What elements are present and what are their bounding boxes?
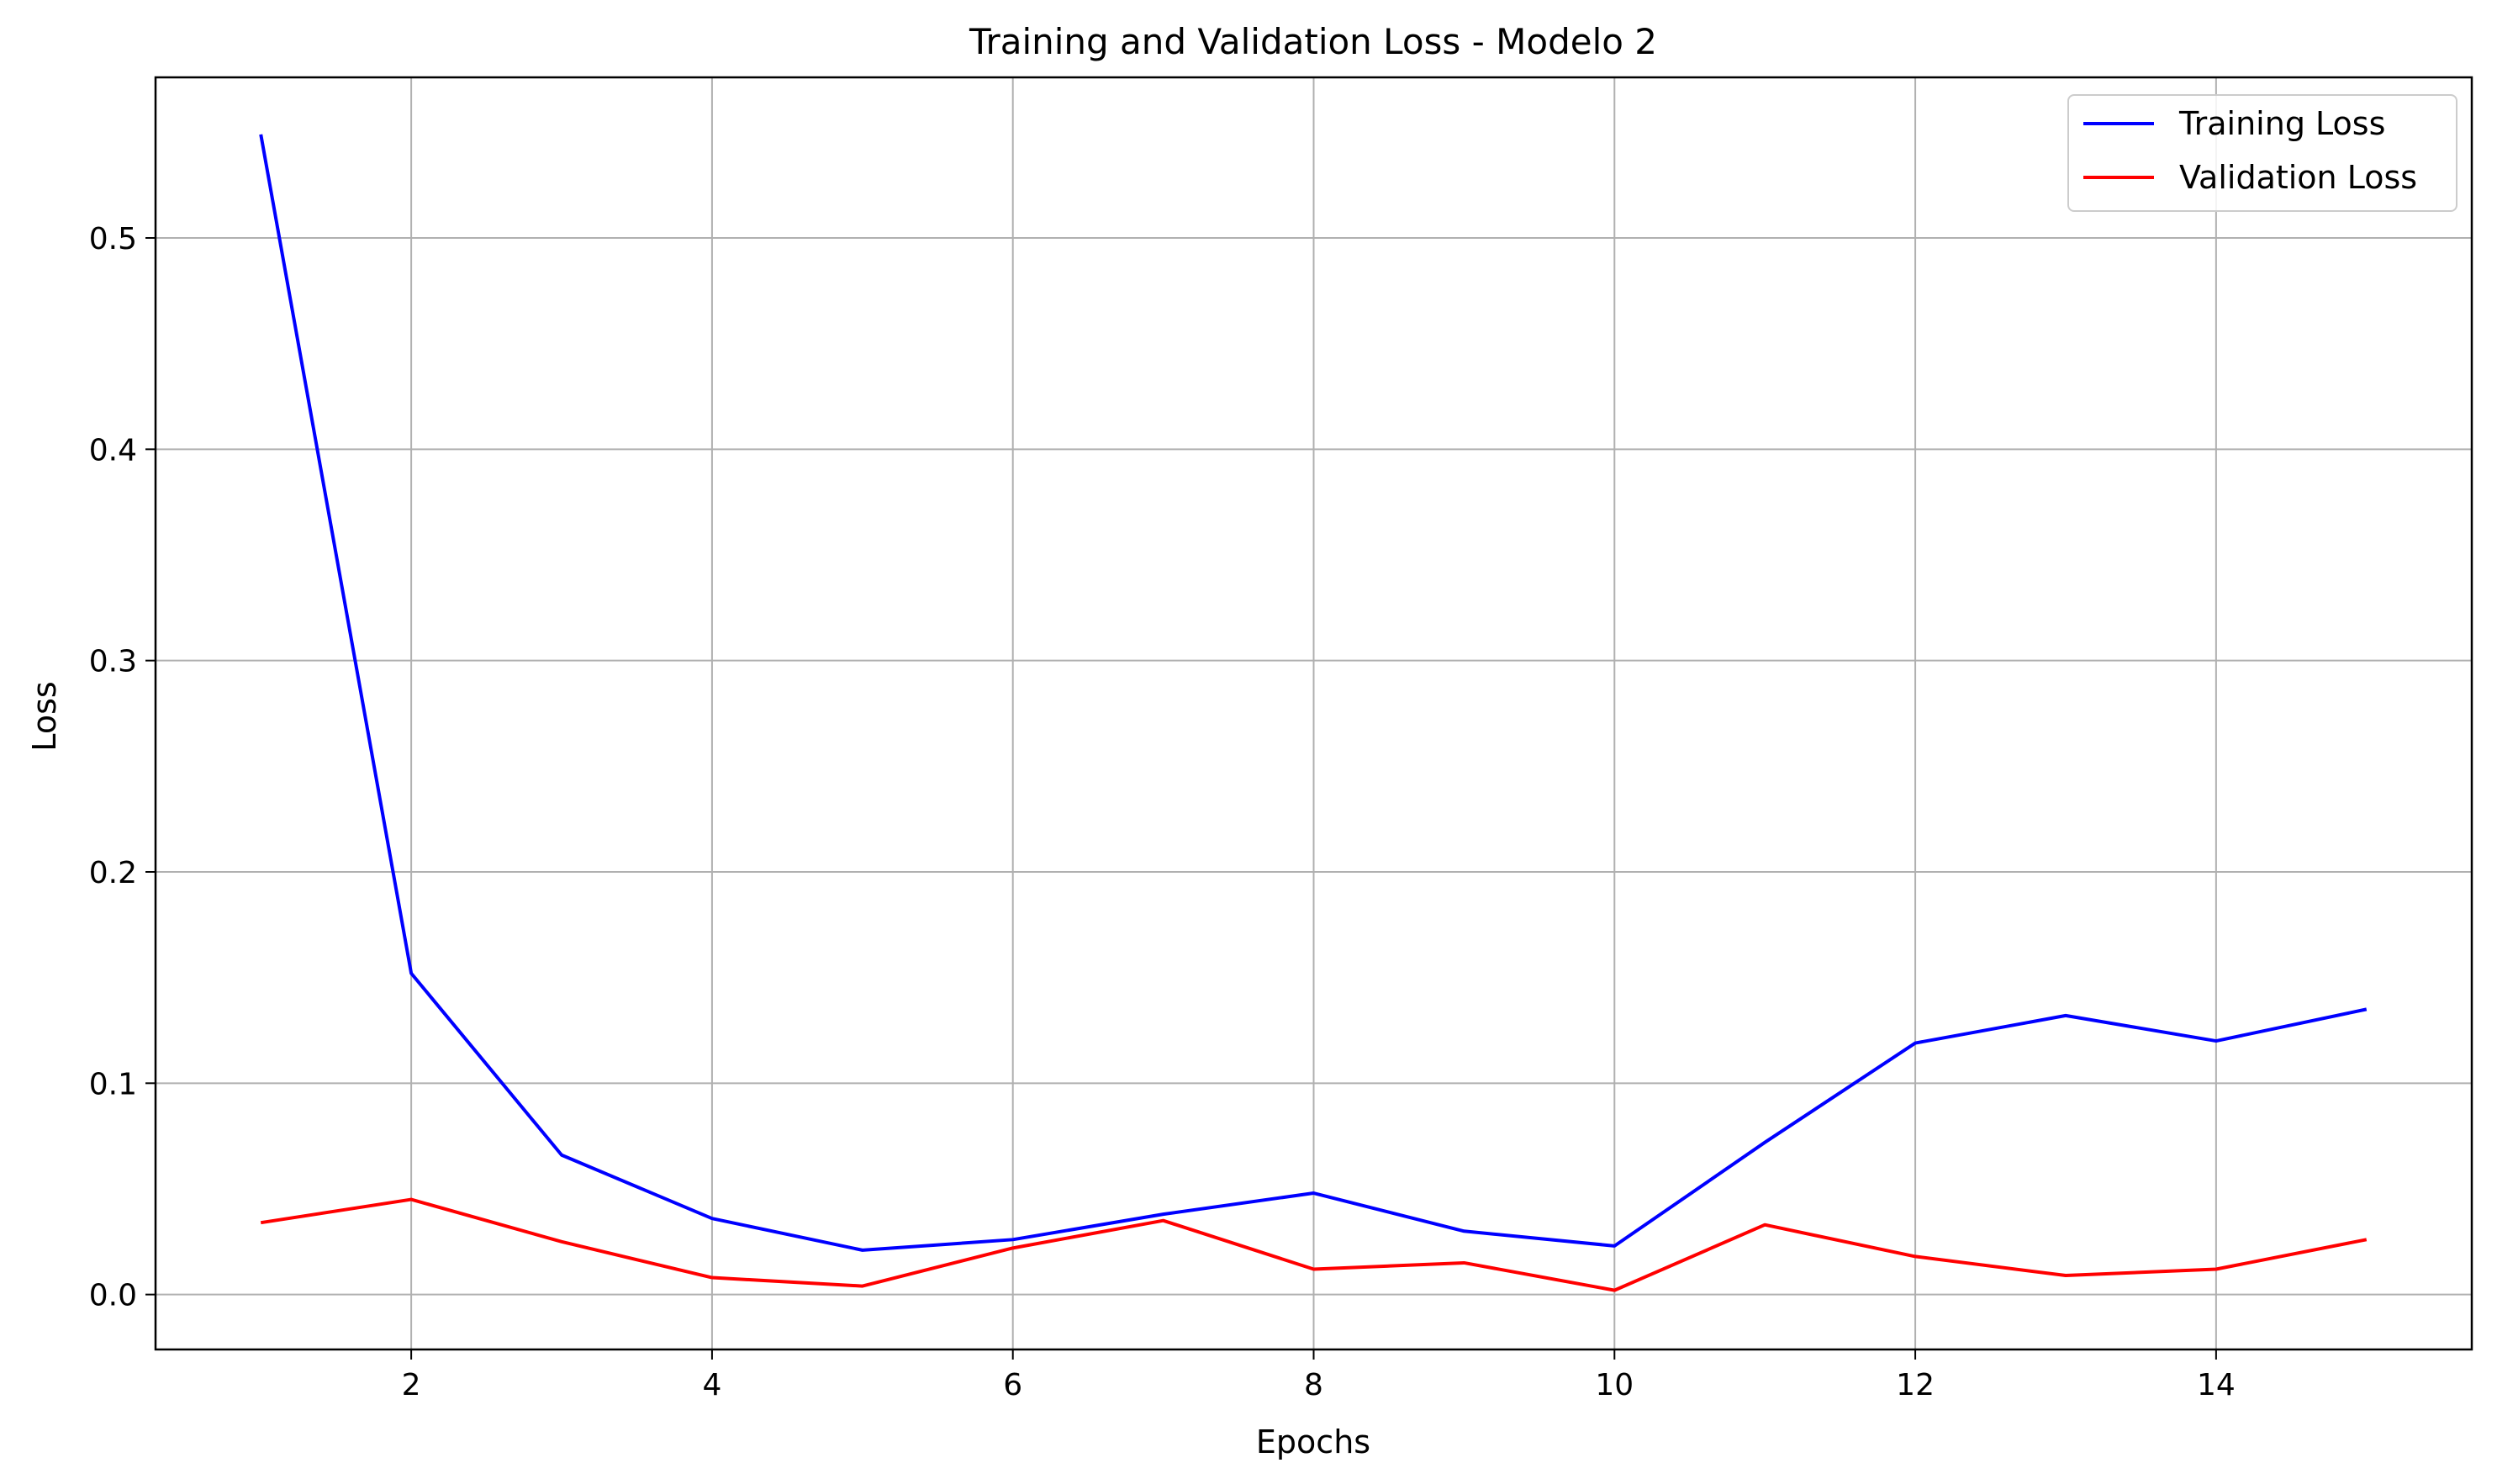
x-tick-label: 14 (2197, 1368, 2236, 1402)
x-tick-label: 2 (402, 1368, 421, 1402)
x-tick-label: 6 (1003, 1368, 1022, 1402)
legend-label-training-loss: Training Loss (2178, 105, 2385, 142)
series-line-validation-loss (260, 1197, 2368, 1292)
y-axis-label: Loss (26, 681, 63, 751)
x-tick-label: 12 (1896, 1368, 1935, 1402)
y-tick-label: 0.5 (89, 222, 137, 256)
y-tick-label: 0.3 (89, 645, 137, 679)
x-axis-label: Epochs (1256, 1423, 1370, 1460)
x-axis: 2 4 6 8 10 12 14 (402, 1349, 2236, 1402)
y-tick-label: 0.1 (89, 1067, 137, 1101)
x-tick-label: 10 (1595, 1368, 1634, 1402)
legend-label-validation-loss: Validation Loss (2179, 159, 2417, 196)
legend: Training Loss Validation Loss (2067, 94, 2457, 212)
y-tick-label: 0.0 (89, 1279, 137, 1313)
grid (156, 77, 2472, 1349)
chart-title: Training and Validation Loss - Modelo 2 (969, 21, 1657, 62)
series-line-training-loss (259, 134, 2368, 1252)
x-tick-label: 4 (702, 1368, 721, 1402)
legend-box (2067, 94, 2457, 212)
y-tick-label: 0.2 (89, 856, 137, 890)
y-tick-label: 0.4 (89, 433, 137, 467)
y-axis: 0.0 0.1 0.2 0.3 0.4 0.5 (89, 222, 156, 1313)
series-lines (259, 134, 2368, 1292)
x-tick-label: 8 (1304, 1368, 1323, 1402)
